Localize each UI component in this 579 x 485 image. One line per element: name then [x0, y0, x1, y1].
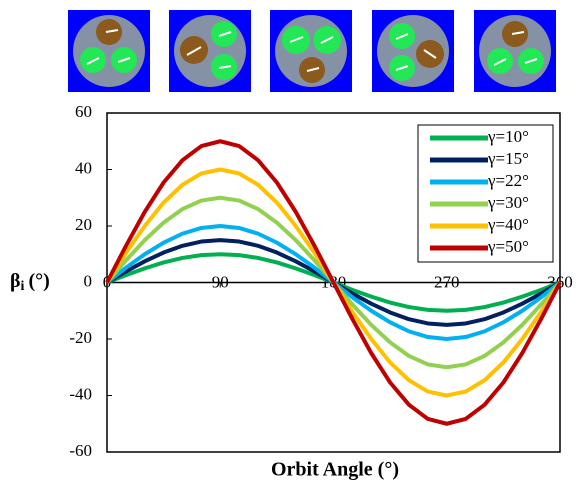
- y-tick-label: 40: [75, 158, 92, 177]
- thumbnail: [169, 10, 251, 92]
- legend-label: γ=22°: [487, 171, 529, 190]
- series-line: [105, 139, 562, 426]
- y-label-unit: (°): [28, 270, 49, 292]
- thumbnail: [372, 10, 454, 92]
- legend-label: γ=50°: [487, 237, 529, 256]
- thumbnail: [68, 10, 150, 92]
- y-label-subscript: i: [21, 279, 25, 294]
- thumbnail: [474, 10, 556, 92]
- y-tick-label: 60: [75, 102, 92, 121]
- legend-label: γ=15°: [487, 149, 529, 168]
- legend-label: γ=40°: [487, 215, 529, 234]
- legend-label: γ=30°: [487, 193, 529, 212]
- legend-box: [417, 124, 554, 263]
- y-tick-label: 0: [84, 271, 93, 290]
- y-tick-label: 20: [75, 215, 92, 234]
- thumbnails: [68, 10, 556, 92]
- x-tick-label: 270: [434, 272, 460, 291]
- y-label-symbol: β: [10, 270, 21, 292]
- y-tick-label: -40: [69, 384, 92, 403]
- thumbnail: [270, 10, 352, 92]
- y-tick-label: -60: [69, 441, 92, 460]
- legend-label: γ=10°: [487, 127, 529, 146]
- x-axis-label: Orbit Angle (°): [271, 459, 399, 481]
- y-tick-label: -20: [69, 328, 92, 347]
- y-axis-label: βi (°): [10, 270, 50, 295]
- x-tick-label: 90: [212, 272, 229, 291]
